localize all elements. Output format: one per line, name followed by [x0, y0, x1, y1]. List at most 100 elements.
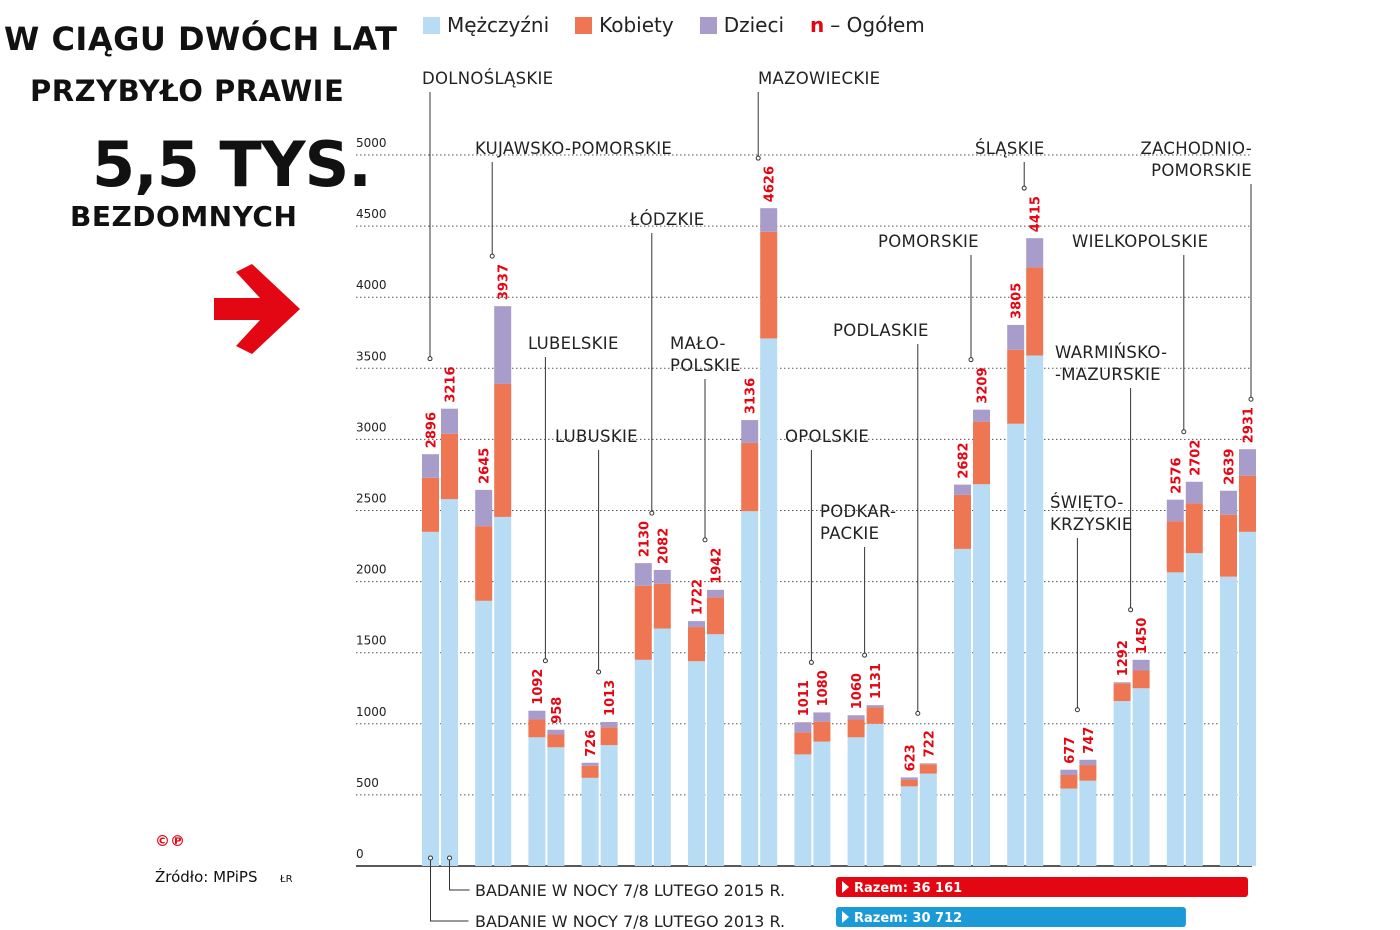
bar-children-2013: [741, 420, 759, 443]
total-label-2013: 2682: [957, 442, 972, 478]
total-label-2013: 2576: [1169, 458, 1184, 494]
bar-children-2013: [581, 762, 599, 766]
y-tick-label: 4000: [356, 278, 387, 292]
bar-children-2013: [1166, 499, 1184, 522]
category-leader-dot: [427, 356, 433, 362]
bar-men-2015: [653, 628, 671, 866]
total-label-2015: 1942: [710, 548, 725, 584]
category-label: WIELKOPOLSKIE: [1072, 232, 1208, 251]
bar-children-2013: [1220, 490, 1237, 515]
bar-children-2013: [688, 621, 705, 628]
bar-children-2013: [954, 484, 971, 495]
bar-women-2013: [954, 494, 971, 549]
category-label: DOLNOŚLĄSKIE: [422, 69, 553, 88]
bar-women-2015: [600, 727, 618, 746]
total-label-2013: 3805: [1010, 283, 1025, 319]
y-tick-label: 4500: [356, 207, 387, 221]
bar-children-2015: [866, 705, 884, 708]
legend-item-men: Mężczyźni: [423, 13, 549, 37]
y-tick-label: 3000: [356, 420, 387, 434]
category-leader-dot: [915, 710, 921, 716]
bar-men-2015: [813, 741, 831, 866]
bar-men-2015: [973, 484, 990, 866]
total-label-2015: 3209: [976, 367, 991, 403]
total-label-2015: 1450: [1135, 618, 1150, 654]
category-label: POMORSKIE: [878, 232, 979, 251]
bar-children-2013: [847, 715, 865, 720]
y-tick-label: 1500: [356, 634, 387, 648]
bar-men-2015: [919, 773, 937, 866]
bar-women-2015: [919, 764, 937, 774]
category-label: POLSKIE: [670, 356, 741, 375]
bar-men-2013: [475, 600, 493, 866]
category-label: LUBELSKIE: [528, 334, 619, 353]
bar-men-2013: [954, 548, 971, 866]
bar-men-2013: [1113, 701, 1131, 866]
bar-children-2015: [707, 589, 724, 598]
bar-women-2013: [847, 719, 865, 738]
bar-men-2015: [707, 634, 724, 866]
legend-label-total: – Ogółem: [830, 13, 925, 37]
bar-children-2015: [973, 409, 990, 422]
category-leader-dot: [755, 155, 761, 161]
y-tick-label: 1000: [356, 705, 387, 719]
bar-men-2015: [1026, 355, 1044, 866]
bar-children-2013: [794, 722, 812, 733]
headline-line-4: bezdomnych: [70, 200, 298, 233]
bar-children-2013: [422, 454, 439, 478]
headline-line-2: przybyło prawie: [30, 74, 345, 108]
bar-women-2015: [547, 734, 565, 748]
footer-bracket-2015: [449, 860, 470, 891]
category-leader-dot: [1128, 607, 1134, 613]
total-label-2015: 3216: [444, 366, 459, 402]
total-label-2013: 677: [1063, 737, 1078, 764]
category-label: PACKIE: [820, 524, 879, 543]
total-label-2015: 2702: [1188, 440, 1203, 476]
bar-men-2013: [847, 737, 865, 866]
category-label: PODLASKIE: [833, 321, 929, 340]
total-label-2015: 1080: [816, 670, 831, 706]
category-label: KRZYSKIE: [1050, 515, 1133, 534]
bar-children-2015: [547, 729, 565, 735]
category-label: MAZOWIECKIE: [758, 69, 880, 88]
bar-children-2013: [528, 710, 546, 720]
category-label: PODKAR-: [820, 502, 896, 521]
bar-men-2013: [688, 661, 705, 866]
bar-women-2015: [441, 433, 458, 500]
bar-men-2015: [1185, 553, 1203, 866]
bar-women-2013: [1220, 514, 1237, 577]
bar-men-2015: [1079, 780, 1097, 866]
category-label: ZACHODNIO-: [1140, 139, 1252, 158]
category-leader-dot: [968, 357, 974, 363]
bar-men-2015: [441, 499, 458, 866]
legend-label-women: Kobiety: [599, 13, 674, 37]
bar-men-2015: [494, 516, 512, 866]
footer-dot-2013: [428, 855, 433, 861]
source-note: Źródło: MPiPS: [155, 868, 258, 886]
legend: Mężczyźni Kobiety Dzieci n – Ogółem: [423, 10, 951, 40]
bar-men-2015: [1132, 688, 1150, 866]
category-leader-dot: [1181, 429, 1187, 435]
publisher-logo: ©℗: [155, 832, 185, 850]
total-label-2015: 1131: [869, 663, 884, 699]
bar-women-2015: [760, 231, 778, 339]
headline-line-1: W ciągu dwóch lat: [4, 20, 398, 58]
total-label-2013: 2896: [425, 412, 440, 448]
total-label-2015: 3937: [497, 264, 512, 300]
total-label-2013: 2639: [1223, 449, 1238, 485]
total-label-2013: 1060: [850, 673, 865, 709]
bar-women-2015: [866, 707, 884, 724]
bar-men-2013: [794, 754, 812, 866]
total-label-2013: 623: [903, 744, 918, 771]
category-label: MAŁO-: [670, 334, 726, 353]
bar-men-2013: [741, 511, 759, 866]
bar-women-2013: [528, 719, 546, 738]
bar-children-2013: [1060, 769, 1078, 775]
category-label: WARMIŃSKO-: [1055, 343, 1167, 362]
legend-label-men: Mężczyźni: [447, 13, 550, 37]
total-bar-2015: [836, 877, 1248, 897]
total-label-2015: 4626: [763, 166, 778, 202]
total-label-2015: 722: [922, 730, 937, 757]
play-icon: [842, 911, 849, 923]
